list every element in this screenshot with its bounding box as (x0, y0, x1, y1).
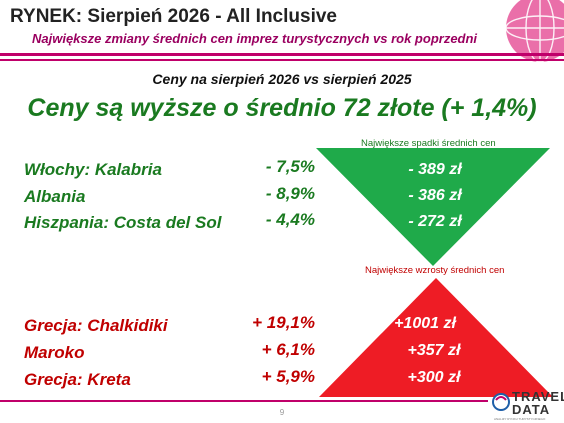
decrease-destination-1: Włochy: Kalabria (24, 160, 162, 179)
logo-line1: TRAVEL (512, 389, 564, 404)
logo-globe-icon (492, 393, 510, 411)
travel-data-logo-icon: TRAVEL DATA ANALIZY RYNKU TURYSTYCZNEGO (492, 388, 564, 423)
increase-pct-1: + 19,1% (252, 313, 315, 332)
decreases-section-label: Największe spadki średnich cen (361, 138, 496, 149)
increase-pct-3: + 5,9% (261, 367, 315, 386)
increase-pct-2: + 6,1% (261, 340, 315, 359)
increase-triangle (319, 278, 553, 397)
header-divider-bottom (0, 59, 564, 61)
increase-destination-2: Maroko (24, 343, 85, 362)
headline: Ceny są wyższe o średnio 72 złote (+ 1,4… (27, 94, 537, 122)
page-subtitle: Największe zmiany średnich cen imprez tu… (32, 31, 478, 46)
logo-tagline: ANALIZY RYNKU TURYSTYCZNEGO (494, 417, 546, 421)
page-title: RYNEK: Sierpień 2026 - All Inclusive (10, 6, 337, 27)
increase-destination-3: Grecja: Kreta (24, 370, 131, 389)
logo-line2: DATA (512, 402, 551, 417)
page-number: 9 (279, 408, 285, 417)
globe-icon (505, 0, 564, 62)
decrease-pct-3: - 4,4% (265, 210, 315, 229)
decrease-amount-2: - 386 zł (408, 187, 462, 204)
decrease-triangle (316, 148, 550, 266)
comparison-label: Ceny na sierpień 2026 vs sierpień 2025 (152, 71, 412, 87)
decrease-destination-3: Hiszpania: Costa del Sol (24, 213, 222, 232)
header-divider-top (0, 53, 564, 56)
increase-amount-2: +357 zł (407, 342, 461, 359)
decrease-amount-3: - 272 zł (408, 213, 462, 230)
increase-amount-3: +300 zł (407, 369, 461, 386)
footer-divider (0, 400, 488, 402)
decrease-pct-1: - 7,5% (265, 157, 315, 176)
decrease-destination-2: Albania (24, 187, 86, 206)
increases-section-label: Największe wzrosty średnich cen (365, 265, 505, 276)
increase-destination-1: Grecja: Chalkidiki (24, 316, 168, 335)
decrease-pct-2: - 8,9% (265, 184, 315, 203)
increase-amount-1: +1001 zł (394, 315, 456, 332)
decrease-amount-1: - 389 zł (408, 161, 462, 178)
